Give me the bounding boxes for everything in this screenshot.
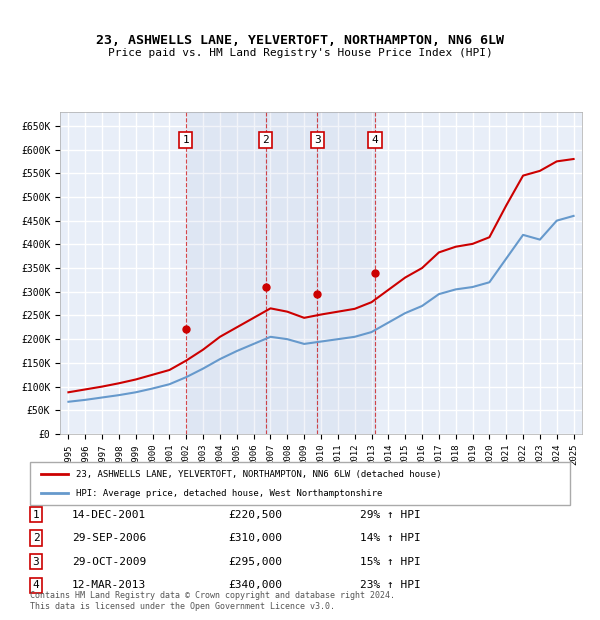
Text: 23, ASHWELLS LANE, YELVERTOFT, NORTHAMPTON, NN6 6LW (detached house): 23, ASHWELLS LANE, YELVERTOFT, NORTHAMPT… (76, 469, 442, 479)
Text: 2: 2 (32, 533, 40, 543)
Text: 4: 4 (32, 580, 40, 590)
Text: HPI: Average price, detached house, West Northamptonshire: HPI: Average price, detached house, West… (76, 489, 382, 498)
Text: 12-MAR-2013: 12-MAR-2013 (72, 580, 146, 590)
Text: £295,000: £295,000 (228, 557, 282, 567)
Text: 29-SEP-2006: 29-SEP-2006 (72, 533, 146, 543)
Bar (317, 112, 375, 434)
Text: 15% ↑ HPI: 15% ↑ HPI (360, 557, 421, 567)
Bar (185, 112, 266, 434)
Text: £220,500: £220,500 (228, 510, 282, 520)
Text: 29% ↑ HPI: 29% ↑ HPI (360, 510, 421, 520)
Bar (266, 112, 317, 434)
Text: £340,000: £340,000 (228, 580, 282, 590)
Text: 3: 3 (32, 557, 40, 567)
Text: Contains HM Land Registry data © Crown copyright and database right 2024.
This d: Contains HM Land Registry data © Crown c… (30, 591, 395, 611)
Text: 3: 3 (314, 135, 321, 145)
FancyBboxPatch shape (30, 462, 570, 505)
Text: 23% ↑ HPI: 23% ↑ HPI (360, 580, 421, 590)
Text: 14-DEC-2001: 14-DEC-2001 (72, 510, 146, 520)
Text: 14% ↑ HPI: 14% ↑ HPI (360, 533, 421, 543)
Text: Price paid vs. HM Land Registry's House Price Index (HPI): Price paid vs. HM Land Registry's House … (107, 48, 493, 58)
Text: 23, ASHWELLS LANE, YELVERTOFT, NORTHAMPTON, NN6 6LW: 23, ASHWELLS LANE, YELVERTOFT, NORTHAMPT… (96, 34, 504, 47)
Text: 1: 1 (182, 135, 189, 145)
Text: 29-OCT-2009: 29-OCT-2009 (72, 557, 146, 567)
Text: 1: 1 (32, 510, 40, 520)
Text: 4: 4 (371, 135, 379, 145)
Text: 2: 2 (262, 135, 269, 145)
Text: £310,000: £310,000 (228, 533, 282, 543)
